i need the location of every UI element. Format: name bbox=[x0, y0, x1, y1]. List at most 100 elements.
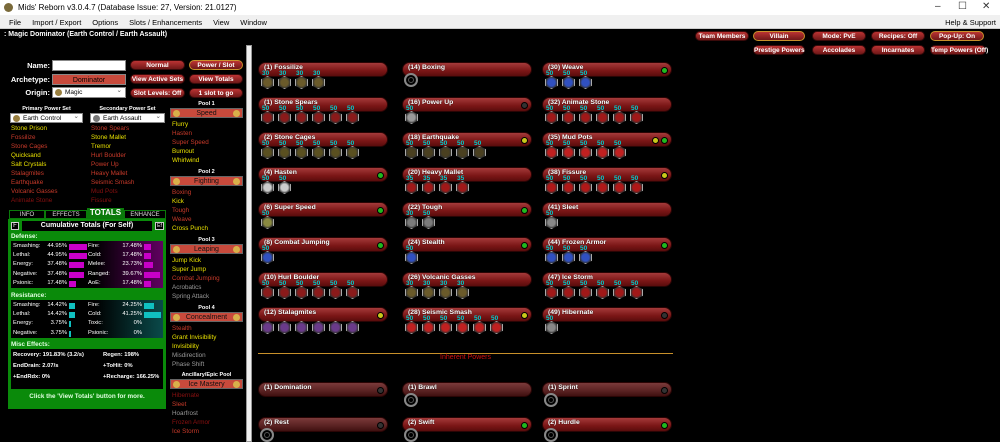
power-slot[interactable]: (14) Boxing bbox=[402, 62, 532, 77]
power-slot[interactable]: (2) Rest bbox=[258, 417, 388, 432]
power-list-item[interactable]: Weave bbox=[172, 216, 192, 223]
menu-window[interactable]: Window bbox=[240, 18, 267, 27]
menu-import-export[interactable]: Import / Export bbox=[32, 18, 82, 27]
power-slot[interactable]: (2) Hurdle bbox=[542, 417, 672, 432]
enhancement-icon[interactable] bbox=[490, 321, 503, 334]
prestige-powers-button[interactable]: Prestige Powers bbox=[753, 45, 805, 55]
enhancement-icon[interactable] bbox=[295, 321, 308, 334]
enhancement-icon[interactable] bbox=[295, 146, 308, 159]
power-list-item[interactable]: Mud Pots bbox=[91, 188, 118, 195]
pool-select-ice-mastery[interactable]: Ice Mastery bbox=[170, 379, 243, 389]
enhancement-icon[interactable] bbox=[312, 321, 325, 334]
minimize-icon[interactable]: – bbox=[935, 1, 941, 12]
enhancement-icon[interactable] bbox=[295, 111, 308, 124]
enhancement-icon[interactable] bbox=[405, 146, 418, 159]
enhancement-icon[interactable] bbox=[422, 286, 435, 299]
enhancement-icon[interactable] bbox=[405, 111, 418, 124]
enhancement-icon[interactable] bbox=[261, 111, 274, 124]
enhancement-icon[interactable] bbox=[439, 146, 452, 159]
slots-to-go-button[interactable]: 1 slot to go bbox=[189, 88, 243, 98]
enhancement-icon[interactable] bbox=[312, 286, 325, 299]
enhancement-icon[interactable] bbox=[630, 181, 643, 194]
maximize-icon[interactable]: ☐ bbox=[958, 1, 967, 12]
enhancement-icon[interactable] bbox=[405, 251, 418, 264]
enhancement-icon[interactable] bbox=[562, 251, 575, 264]
power-list-item[interactable]: Hibernate bbox=[172, 392, 200, 399]
accolades-button[interactable]: Accolades bbox=[812, 45, 866, 55]
enhancement-icon[interactable] bbox=[329, 321, 342, 334]
power-list-item[interactable]: Burnout bbox=[172, 148, 195, 155]
enhancement-icon[interactable] bbox=[422, 146, 435, 159]
enhancement-icon[interactable] bbox=[312, 146, 325, 159]
power-slot[interactable]: (47) Ice Storm bbox=[542, 272, 672, 287]
power-list-item[interactable]: Invisibility bbox=[172, 343, 199, 350]
popup-button[interactable]: Pop-Up: On bbox=[930, 31, 984, 41]
archetype-select[interactable]: Dominator bbox=[52, 74, 126, 85]
self-toggle[interactable]: F bbox=[11, 222, 19, 230]
empty-slot-icon[interactable] bbox=[544, 428, 558, 442]
power-slot[interactable]: (2) Stone Cages bbox=[258, 132, 388, 147]
enhancement-icon[interactable] bbox=[613, 146, 626, 159]
enhancement-icon[interactable] bbox=[261, 76, 274, 89]
power-list-item[interactable]: Super Jump bbox=[172, 266, 206, 273]
ef-toggle[interactable]: Ef bbox=[155, 222, 164, 230]
enhancement-icon[interactable] bbox=[439, 286, 452, 299]
enhancement-icon[interactable] bbox=[405, 286, 418, 299]
enhancement-icon[interactable] bbox=[613, 111, 626, 124]
origin-select[interactable]: Magic bbox=[52, 86, 126, 98]
enhancement-icon[interactable] bbox=[545, 111, 558, 124]
enhancement-icon[interactable] bbox=[261, 251, 274, 264]
empty-slot-icon[interactable] bbox=[404, 428, 418, 442]
enhancement-icon[interactable] bbox=[473, 146, 486, 159]
empty-slot-icon[interactable] bbox=[404, 73, 418, 87]
power-list-item[interactable]: Salt Crystals bbox=[11, 161, 47, 168]
pool-select-speed[interactable]: Speed bbox=[170, 108, 243, 118]
power-list-item[interactable]: Grant Invisibility bbox=[172, 334, 217, 341]
enhancement-icon[interactable] bbox=[545, 146, 558, 159]
power-slot[interactable]: (1) Sprint bbox=[542, 382, 672, 397]
power-list-item[interactable]: Stone Prison bbox=[11, 125, 48, 132]
menu-help[interactable]: Help & Support bbox=[945, 18, 996, 27]
power-slot-button[interactable]: Power / Slot bbox=[189, 60, 243, 70]
power-slot[interactable]: (1) Domination bbox=[258, 382, 388, 397]
enhancement-icon[interactable] bbox=[545, 321, 558, 334]
enhancement-icon[interactable] bbox=[596, 286, 609, 299]
enhancement-icon[interactable] bbox=[278, 146, 291, 159]
enhancement-icon[interactable] bbox=[278, 111, 291, 124]
incarnates-button[interactable]: Incarnates bbox=[871, 45, 925, 55]
enhancement-icon[interactable] bbox=[562, 111, 575, 124]
enhancement-icon[interactable] bbox=[261, 321, 274, 334]
power-slot[interactable]: (28) Seismic Smash bbox=[402, 307, 532, 322]
enhancement-icon[interactable] bbox=[579, 181, 592, 194]
power-list-item[interactable]: Fissure bbox=[91, 197, 112, 204]
power-list-item[interactable]: Stone Mallet bbox=[91, 134, 127, 141]
power-list-item[interactable]: Cross Punch bbox=[172, 225, 209, 232]
name-input[interactable] bbox=[52, 60, 126, 71]
enhancement-icon[interactable] bbox=[346, 321, 359, 334]
enhancement-icon[interactable] bbox=[579, 111, 592, 124]
enhancement-icon[interactable] bbox=[545, 76, 558, 89]
power-list-item[interactable]: Hoarfrost bbox=[172, 410, 198, 417]
power-list-item[interactable]: Heavy Mallet bbox=[91, 170, 128, 177]
power-list-item[interactable]: Hasten bbox=[172, 130, 192, 137]
pool-select-concealment[interactable]: Concealment bbox=[170, 312, 243, 322]
mode-button[interactable]: Mode: PvE bbox=[812, 31, 866, 41]
enhancement-icon[interactable] bbox=[312, 111, 325, 124]
enhancement-icon[interactable] bbox=[473, 321, 486, 334]
enhancement-icon[interactable] bbox=[278, 181, 291, 194]
enhancement-icon[interactable] bbox=[422, 181, 435, 194]
empty-slot-icon[interactable] bbox=[404, 393, 418, 407]
power-slot[interactable]: (6) Super Speed bbox=[258, 202, 388, 217]
normal-button[interactable]: Normal bbox=[130, 60, 185, 70]
enhancement-icon[interactable] bbox=[456, 321, 469, 334]
menu-slots-enhancements[interactable]: Slots / Enhancements bbox=[129, 18, 203, 27]
view-totals-button[interactable]: View Totals bbox=[189, 74, 243, 84]
power-slot[interactable]: (35) Mud Pots bbox=[542, 132, 672, 147]
enhancement-icon[interactable] bbox=[405, 216, 418, 229]
power-list-item[interactable]: Seismic Smash bbox=[91, 179, 135, 186]
enhancement-icon[interactable] bbox=[329, 286, 342, 299]
empty-slot-icon[interactable] bbox=[260, 428, 274, 442]
tab-enhance[interactable]: ENHANCE bbox=[124, 210, 166, 219]
power-list-item[interactable]: Tough bbox=[172, 207, 190, 214]
power-slot[interactable]: (26) Volcanic Gasses bbox=[402, 272, 532, 287]
